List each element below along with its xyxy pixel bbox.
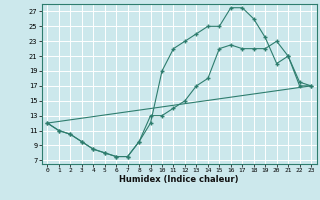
X-axis label: Humidex (Indice chaleur): Humidex (Indice chaleur) — [119, 175, 239, 184]
